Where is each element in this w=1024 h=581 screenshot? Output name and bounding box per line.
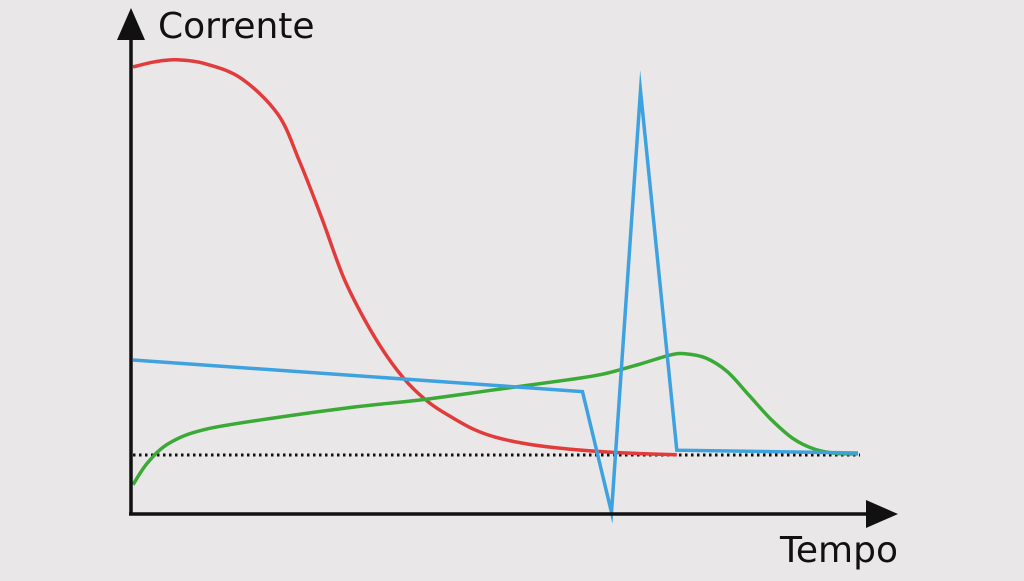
series-line-red — [132, 58, 677, 457]
x-axis-arrow-icon — [866, 500, 898, 528]
y-axis-title: Corrente — [158, 6, 315, 47]
series-layer — [131, 58, 860, 524]
series-line-blue — [132, 70, 859, 524]
series-line-green — [131, 351, 859, 486]
axis-layer: Corrente Tempo — [117, 6, 898, 571]
x-axis-title: Tempo — [779, 530, 898, 571]
y-axis-arrow-icon — [117, 8, 145, 40]
